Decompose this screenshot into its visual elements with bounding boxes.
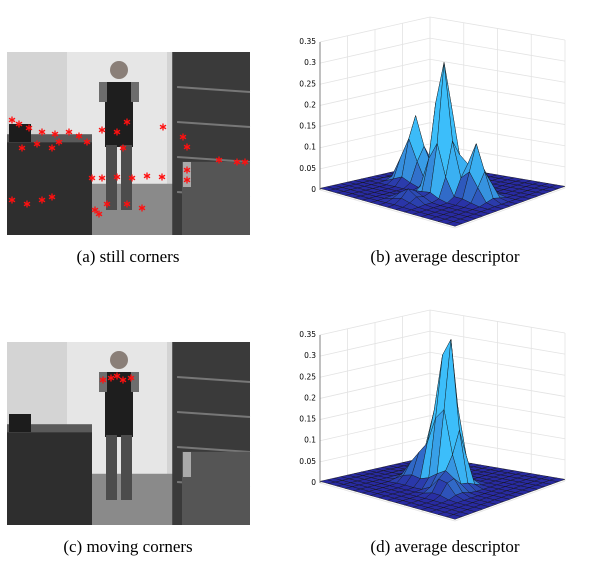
cabinet	[182, 162, 250, 235]
z-tick-label: 0.05	[299, 457, 316, 466]
z-tick-label: 0	[311, 478, 316, 487]
arm	[131, 82, 139, 102]
z-tick-label: 0.25	[299, 79, 316, 88]
z-tick-label: 0.3	[304, 58, 316, 67]
grid-line	[320, 331, 565, 356]
z-tick-label: 0	[311, 185, 316, 194]
caption: (d) average descriptor	[370, 537, 519, 556]
photo	[7, 342, 250, 525]
z-tick-label: 0.2	[304, 393, 316, 402]
head	[110, 351, 128, 369]
z-tick-label: 0.2	[304, 100, 316, 109]
desk	[7, 424, 92, 525]
caption: (b) average descriptor	[370, 247, 519, 266]
z-tick-label: 0.3	[304, 351, 316, 360]
torso	[105, 372, 133, 437]
arm	[131, 372, 139, 392]
grid-line	[320, 17, 565, 42]
caption: (a) still corners	[77, 247, 180, 266]
chair	[183, 452, 191, 477]
caption: (c) moving corners	[63, 537, 192, 556]
leg	[121, 435, 132, 500]
figure: (a) still corners (b) average descriptor…	[0, 0, 604, 566]
grid-line	[320, 310, 565, 335]
photo	[7, 52, 250, 235]
z-tick-label: 0.1	[304, 143, 316, 152]
z-tick-label: 0.1	[304, 436, 316, 445]
leg	[106, 435, 117, 500]
grid-line	[320, 38, 565, 63]
z-tick-label: 0.15	[299, 122, 316, 131]
head	[110, 61, 128, 79]
z-tick-label: 0.35	[299, 37, 316, 46]
z-tick-label: 0.35	[299, 330, 316, 339]
z-tick-label: 0.25	[299, 372, 316, 381]
arm	[99, 82, 107, 102]
cabinet	[182, 452, 250, 525]
monitor	[9, 414, 31, 432]
z-tick-label: 0.05	[299, 164, 316, 173]
torso	[105, 82, 133, 147]
z-tick-label: 0.15	[299, 415, 316, 424]
